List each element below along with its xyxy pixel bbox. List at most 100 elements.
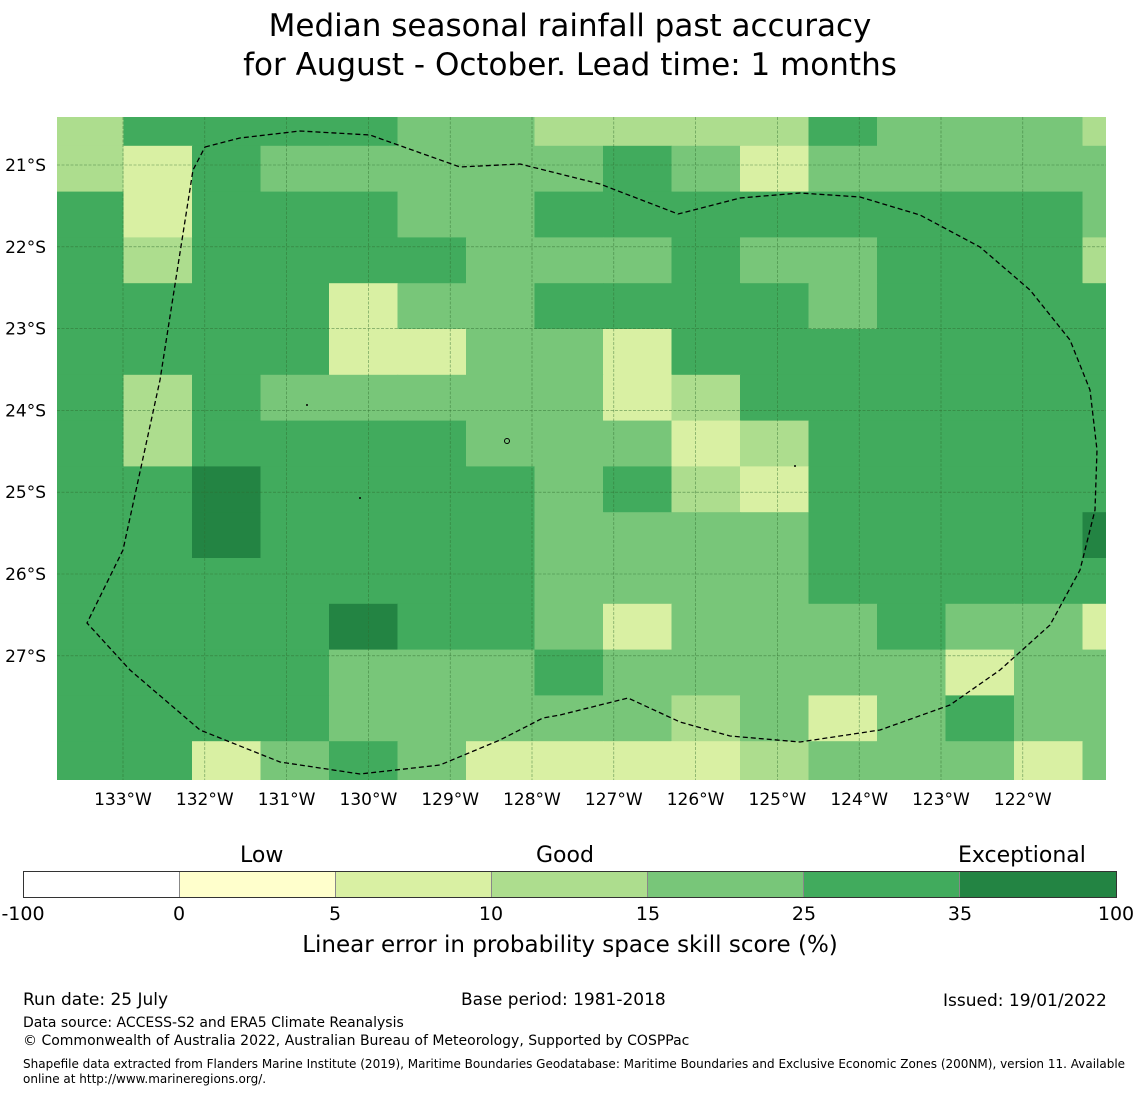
skill-grid-cells: [57, 117, 1140, 820]
grid-cell: [57, 145, 125, 193]
grid-cell: [466, 603, 536, 651]
grid-cell: [877, 558, 947, 605]
grid-cell: [260, 191, 330, 238]
grid-cell: [808, 466, 878, 513]
grid-cell: [329, 329, 399, 376]
grid-cell: [329, 466, 399, 513]
colorbar-segment: [24, 872, 180, 897]
grid-cell: [329, 191, 399, 238]
grid-cell: [603, 741, 673, 780]
grid-cell: [740, 145, 810, 193]
grid-cell: [740, 420, 810, 467]
grid-cell: [740, 191, 810, 238]
grid-cell: [740, 695, 810, 742]
grid-cell: [1082, 695, 1106, 742]
longitude-label: 126°W: [667, 790, 725, 810]
grid-cell: [603, 558, 673, 605]
grid-cell: [260, 374, 330, 422]
grid-cell: [123, 603, 193, 651]
grid-cell: [123, 329, 193, 376]
grid-cell: [57, 558, 125, 605]
copyright: © Commonwealth of Australia 2022, Austra…: [23, 1033, 690, 1049]
grid-cell: [877, 420, 947, 467]
grid-cell: [534, 329, 604, 376]
grid-cell: [808, 741, 878, 780]
grid-cell: [534, 603, 604, 651]
grid-cell: [466, 117, 536, 147]
grid-cell: [123, 283, 193, 330]
grid-cell: [57, 237, 125, 284]
base-period: Base period: 1981-2018: [461, 990, 666, 1010]
grid-cell: [671, 145, 741, 193]
grid-cell: [329, 512, 399, 559]
grid-cell: [740, 117, 810, 147]
grid-cell: [534, 466, 604, 513]
latitude-label: 26°S: [5, 565, 46, 585]
grid-cell: [945, 512, 1015, 559]
longitude-label: 127°W: [585, 790, 643, 810]
grid-cell: [740, 237, 810, 284]
shapefile-credit: Shapefile data extracted from Flanders M…: [23, 1057, 1126, 1086]
grid-cell: [123, 420, 193, 467]
grid-cell: [1082, 649, 1106, 696]
grid-cell: [945, 695, 1015, 742]
grid-cell: [123, 649, 193, 696]
grid-cell: [808, 695, 878, 742]
latitude-label: 21°S: [5, 156, 46, 176]
grid-cell: [945, 374, 1015, 422]
grid-cell: [1082, 191, 1106, 238]
grid-cell: [1082, 741, 1106, 780]
grid-cell: [534, 191, 604, 238]
grid-cell: [603, 649, 673, 696]
grid-cell: [603, 117, 673, 147]
grid-cell: [466, 145, 536, 193]
grid-cell: [123, 237, 193, 284]
longitude-labels: 133°W 132°W 131°W 130°W 129°W 128°W 127°W 126°W…: [94, 790, 1052, 810]
grid-cell: [397, 374, 467, 422]
grid-cell: [397, 145, 467, 193]
grid-cell: [808, 374, 878, 422]
grid-cell: [945, 191, 1015, 238]
grid-cell: [123, 145, 193, 193]
grid-cell: [534, 741, 604, 780]
grid-cell: [808, 191, 878, 238]
grid-cell: [192, 237, 262, 284]
grid-cell: [603, 466, 673, 513]
grid-cell: [466, 420, 536, 467]
grid-cell: [671, 191, 741, 238]
grid-cell: [260, 649, 330, 696]
grid-cell: [329, 374, 399, 422]
grid-cell: [1083, 787, 1140, 820]
grid-cell: [466, 558, 536, 605]
grid-cell: [740, 374, 810, 422]
island-markers: [306, 404, 796, 499]
latitude-label: 22°S: [5, 238, 46, 258]
grid-cell: [329, 237, 399, 284]
grid-cell: [260, 558, 330, 605]
grid-cell: [192, 603, 262, 651]
grid-cell: [329, 649, 399, 696]
colorbar-segment: [648, 872, 804, 897]
grid-cell: [192, 420, 262, 467]
grid-cell: [260, 466, 330, 513]
grid-cell: [57, 603, 125, 651]
longitude-label: 131°W: [258, 790, 316, 810]
grid-cell: [192, 117, 262, 147]
grid-cell: [57, 649, 125, 696]
grid-cell: [329, 695, 399, 742]
grid-cell: [877, 466, 947, 513]
grid-cell: [57, 191, 125, 238]
grid-cell: [1082, 145, 1106, 193]
grid-cell: [57, 374, 125, 422]
grid-cell: [603, 145, 673, 193]
grid-cell: [123, 695, 193, 742]
grid-cell: [877, 237, 947, 284]
grid-cell: [466, 283, 536, 330]
grid-cell: [123, 117, 193, 147]
title-line-2: for August - October. Lead time: 1 month…: [243, 47, 897, 83]
grid-cell: [1014, 420, 1084, 467]
grid-cell: [603, 374, 673, 422]
grid-cell: [671, 558, 741, 605]
grid-cell: [57, 741, 125, 780]
grid-cell: [1082, 329, 1106, 376]
